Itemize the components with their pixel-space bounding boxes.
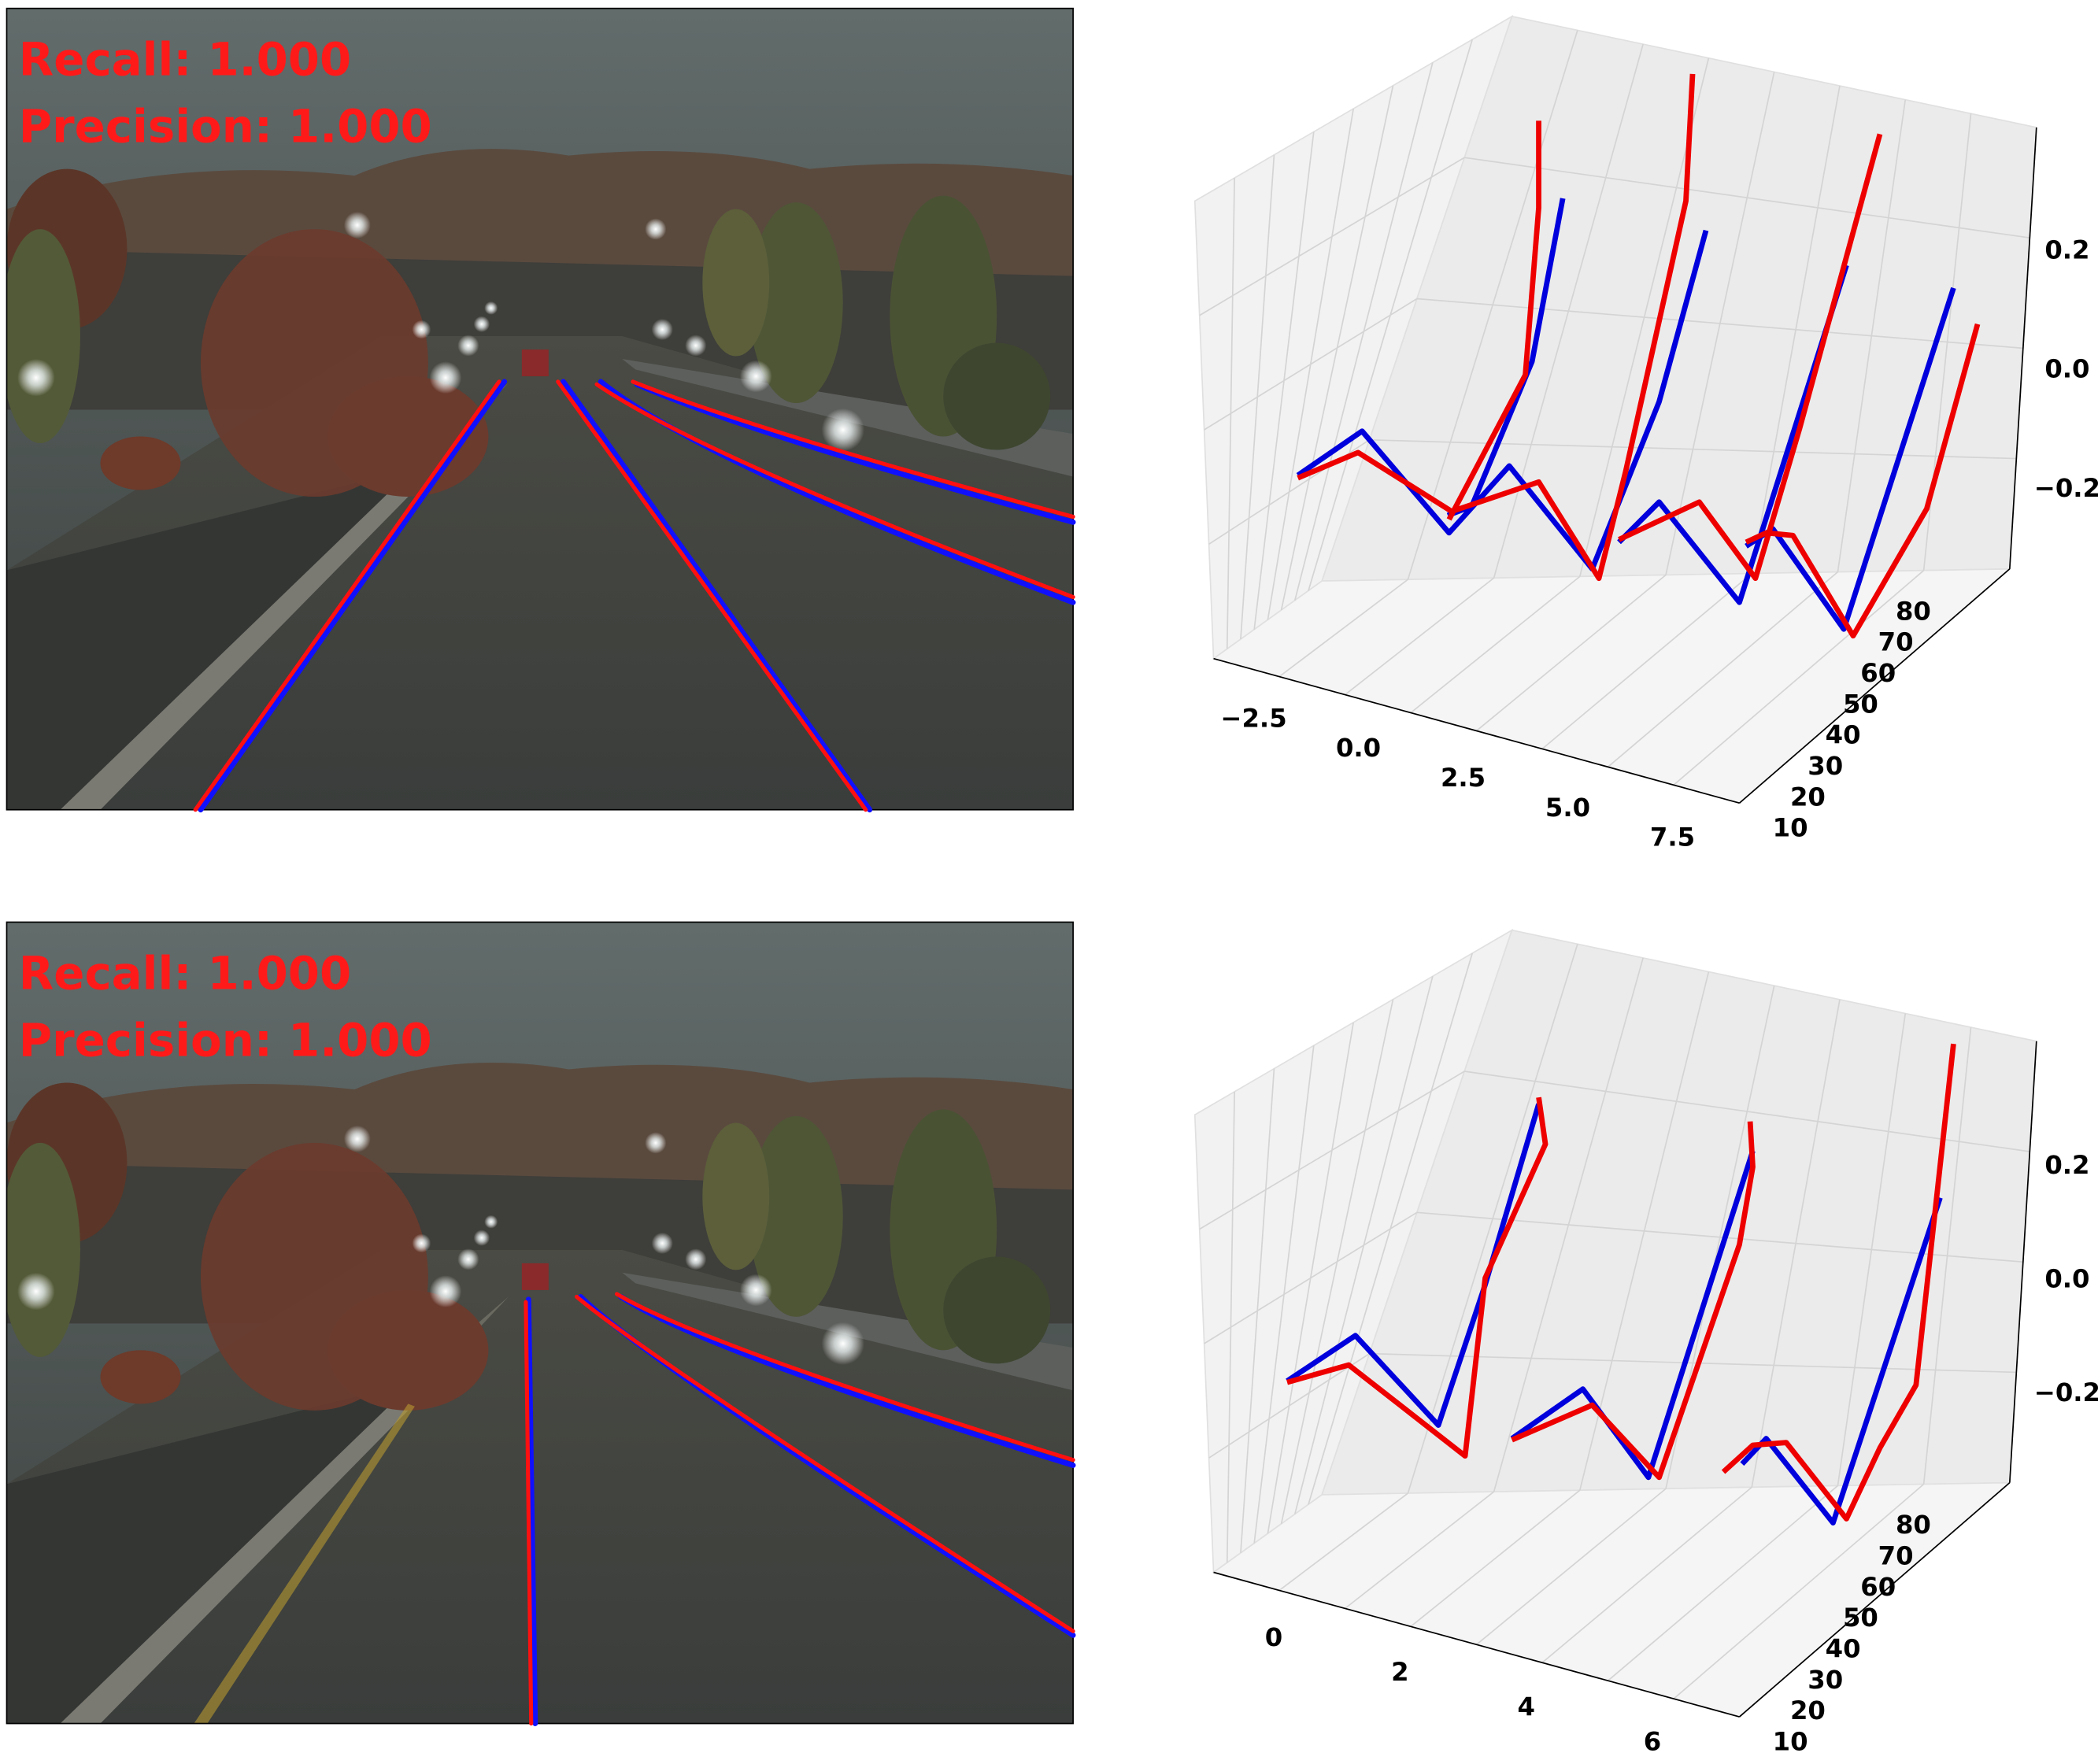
prediction-curve xyxy=(1740,1196,1943,1526)
z-tick-label: 0.2 xyxy=(2044,235,2089,264)
road-image: Recall: 1.000 Precision: 1.000 xyxy=(0,7,1076,813)
prediction-curve xyxy=(1617,264,1849,605)
y-tick-label: 30 xyxy=(1808,1665,1843,1695)
x-axis-line xyxy=(1213,1571,1740,1718)
y-tick-label: 50 xyxy=(1843,1603,1878,1633)
pane-grid xyxy=(1204,1211,1418,1344)
pane-grid xyxy=(1410,575,1581,714)
ground-truth-curve xyxy=(1745,323,1981,639)
z-axis-line xyxy=(2008,127,2037,569)
z-tick-label: −0.2 xyxy=(2034,473,2098,503)
pane-grid xyxy=(1416,298,2023,349)
x-tick-label: 2.5 xyxy=(1441,763,1486,793)
prediction-curve xyxy=(1286,1103,1541,1428)
y-axis-line xyxy=(1738,1481,2011,1718)
y-tick-label: 60 xyxy=(1860,1572,1896,1602)
pane-grid xyxy=(1541,572,1752,750)
pane-grid xyxy=(1345,577,1495,696)
y-tick-label: 10 xyxy=(1773,813,1808,843)
pane-grid xyxy=(1208,1352,1371,1459)
y-tick-label: 20 xyxy=(1790,1696,1826,1725)
recall-label: Recall: 1.000 xyxy=(19,946,351,1000)
y-tick-label: 40 xyxy=(1826,720,1861,750)
y-tick-label: 80 xyxy=(1896,596,1931,626)
pane-grid xyxy=(1475,574,1667,732)
recall-label: Recall: 1.000 xyxy=(19,33,351,87)
precision-label: Precision: 1.000 xyxy=(19,1013,432,1067)
z-tick-label: 0.0 xyxy=(2044,354,2089,384)
x-tick-label: 4 xyxy=(1517,1692,1534,1721)
z-tick-label: 0.0 xyxy=(2044,1263,2089,1293)
x-axis-line xyxy=(1213,657,1740,804)
pane-grid xyxy=(1607,1485,1838,1681)
ground-truth-curve xyxy=(1286,1096,1549,1459)
y-tick-label: 80 xyxy=(1896,1510,1931,1540)
ground-truth-curve xyxy=(1297,73,1696,582)
y-tick-label: 40 xyxy=(1826,1634,1861,1664)
pane-grid xyxy=(1199,1071,1465,1230)
pane-grid xyxy=(1345,1491,1495,1610)
y-tick-label: 60 xyxy=(1860,658,1896,688)
y-tick-label: 50 xyxy=(1843,689,1878,719)
y-tick-label: 30 xyxy=(1808,751,1843,781)
pane-grid xyxy=(1410,1489,1581,1627)
pane-grid xyxy=(1607,571,1838,767)
z-axis-line xyxy=(2008,1041,2037,1483)
ground-truth-curve xyxy=(1721,1043,1956,1522)
ground-truth-curve xyxy=(1618,133,1883,582)
pane-grid xyxy=(1673,570,1925,786)
pane-grid xyxy=(1464,157,2030,239)
pane-grid xyxy=(1278,579,1408,678)
pane-grid xyxy=(1673,1483,1925,1699)
x-tick-label: 6 xyxy=(1644,1727,1661,1757)
y-tick-label: 10 xyxy=(1773,1727,1808,1757)
precision-label: Precision: 1.000 xyxy=(19,100,432,153)
pane-grid xyxy=(1541,1486,1752,1663)
x-tick-label: 0.0 xyxy=(1336,733,1381,763)
x-tick-label: 7.5 xyxy=(1650,823,1695,852)
z-tick-label: −0.2 xyxy=(2034,1378,2098,1407)
pane-grid xyxy=(1204,298,1418,431)
y-tick-label: 20 xyxy=(1790,782,1826,812)
pane-grid xyxy=(1464,1071,2030,1152)
pane-grid xyxy=(1369,438,2017,460)
road-image: Recall: 1.000 Precision: 1.000 xyxy=(0,921,1076,1726)
y-tick-label: 70 xyxy=(1878,1541,1914,1571)
x-tick-label: 2 xyxy=(1391,1657,1408,1687)
prediction-curve xyxy=(1296,229,1709,572)
x-tick-label: 5.0 xyxy=(1545,793,1590,823)
ground-truth-curve xyxy=(1446,120,1541,521)
y-tick-label: 70 xyxy=(1878,627,1914,657)
x-tick-label: −2.5 xyxy=(1220,703,1286,733)
x-tick-label: 0 xyxy=(1265,1622,1282,1652)
ground-truth-curve xyxy=(1511,1121,1756,1481)
pane-grid xyxy=(1475,1488,1667,1645)
y-axis-line xyxy=(1738,568,2011,804)
pane-grid xyxy=(1199,157,1465,316)
pane-grid xyxy=(1278,1492,1408,1592)
z-tick-label: 0.2 xyxy=(2044,1150,2089,1180)
plots: −2.50.02.55.07.5 10203040506070800.20.0−0… xyxy=(1193,14,2098,1757)
